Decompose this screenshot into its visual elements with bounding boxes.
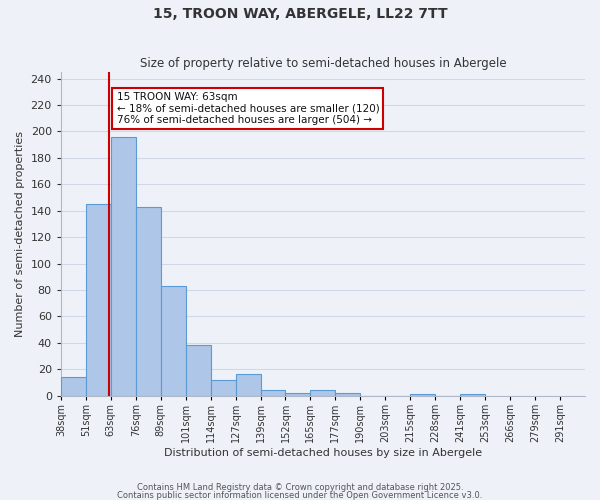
Bar [61, 377, 86, 396]
Title: Size of property relative to semi-detached houses in Abergele: Size of property relative to semi-detach… [140, 56, 506, 70]
Bar [236, 374, 260, 396]
Bar [335, 393, 361, 396]
Bar [211, 380, 236, 396]
Text: Contains public sector information licensed under the Open Government Licence v3: Contains public sector information licen… [118, 490, 482, 500]
Bar [161, 286, 185, 396]
Text: 15, TROON WAY, ABERGELE, LL22 7TT: 15, TROON WAY, ABERGELE, LL22 7TT [152, 8, 448, 22]
Bar [86, 204, 111, 396]
Bar [286, 393, 310, 396]
Bar [185, 346, 211, 396]
Bar [136, 207, 161, 396]
Bar [460, 394, 485, 396]
Y-axis label: Number of semi-detached properties: Number of semi-detached properties [15, 131, 25, 337]
X-axis label: Distribution of semi-detached houses by size in Abergele: Distribution of semi-detached houses by … [164, 448, 482, 458]
Text: Contains HM Land Registry data © Crown copyright and database right 2025.: Contains HM Land Registry data © Crown c… [137, 484, 463, 492]
Text: 15 TROON WAY: 63sqm
← 18% of semi-detached houses are smaller (120)
76% of semi-: 15 TROON WAY: 63sqm ← 18% of semi-detach… [116, 92, 379, 125]
Bar [410, 394, 435, 396]
Bar [260, 390, 286, 396]
Bar [310, 390, 335, 396]
Bar [111, 137, 136, 396]
